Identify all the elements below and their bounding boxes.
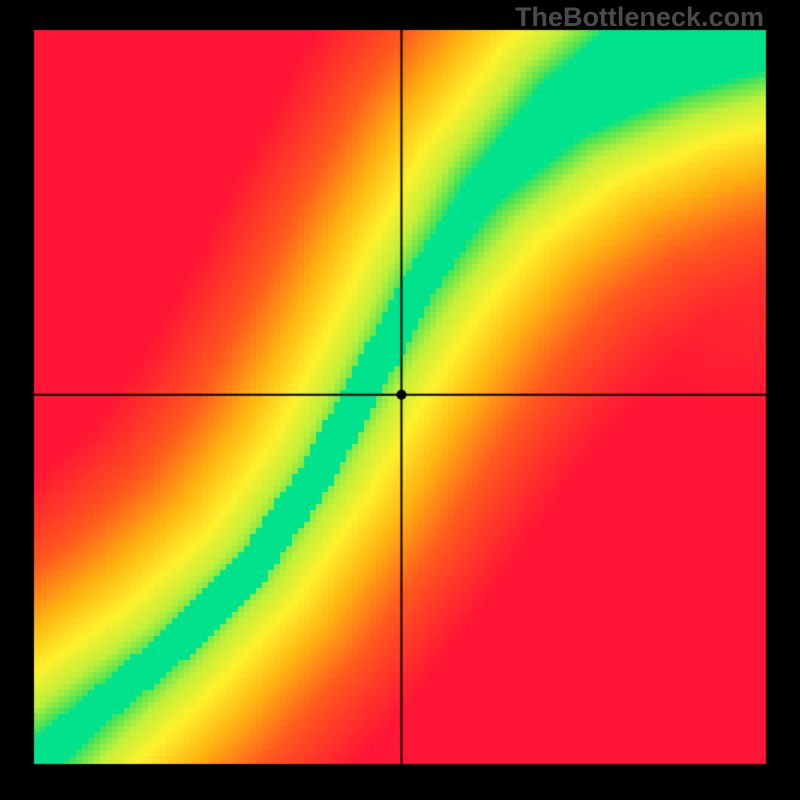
- chart-container: TheBottleneck.com: [0, 0, 800, 800]
- heatmap-canvas: [0, 0, 800, 800]
